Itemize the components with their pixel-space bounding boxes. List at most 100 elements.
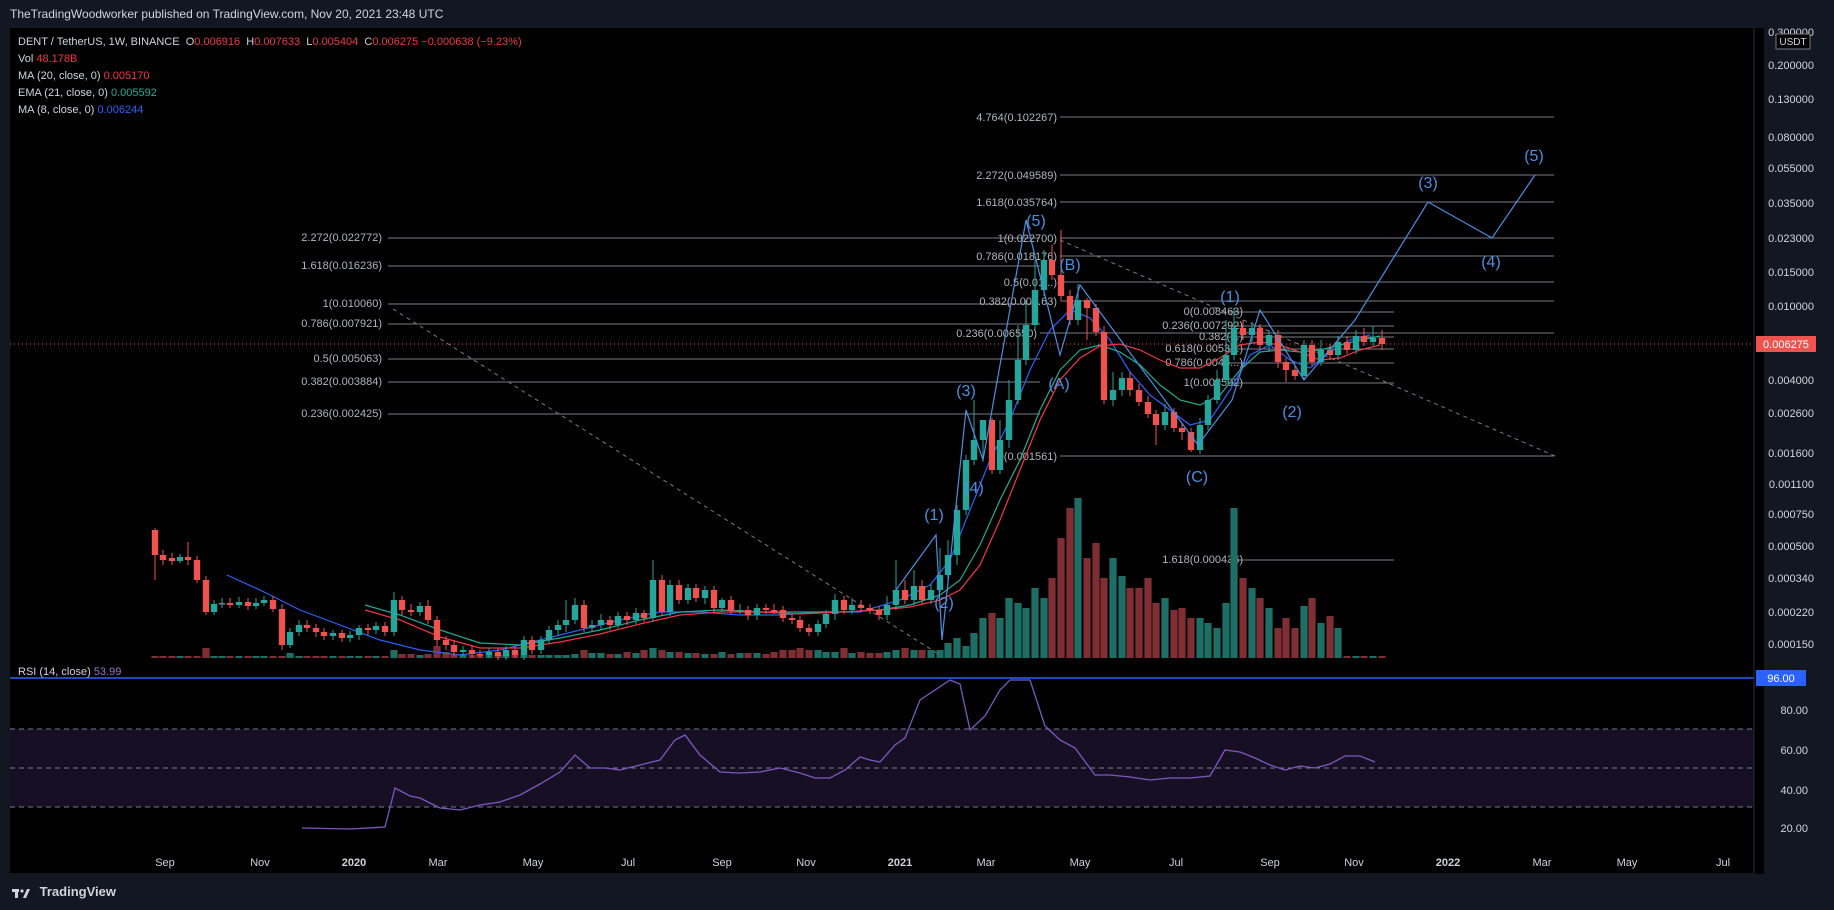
volume-bar xyxy=(407,654,415,658)
time-axis-label: Mar xyxy=(977,857,996,869)
candle-body xyxy=(442,640,450,645)
volume-bar xyxy=(1135,588,1143,658)
candle-body xyxy=(1326,350,1334,355)
volume-bar xyxy=(1066,508,1074,658)
price-axis-label: 0.023000 xyxy=(1768,233,1814,245)
currency-box xyxy=(1775,33,1811,50)
publisher-bar: TheTradingWoodworker published on Tradin… xyxy=(0,0,1834,28)
candle-body xyxy=(476,654,484,656)
volume-bar xyxy=(588,653,596,658)
candle-body xyxy=(632,613,640,620)
wave-label: (3) xyxy=(1418,175,1438,192)
volume-bar xyxy=(953,638,961,658)
candle-body xyxy=(805,628,813,632)
price-axis-label: 0.010000 xyxy=(1768,301,1814,313)
legend-ema21-row[interactable]: EMA (21, close, 0) 0.005592 xyxy=(18,85,522,102)
time-axis-label: Jul xyxy=(621,857,635,869)
candle-body xyxy=(1178,428,1186,432)
candle-body xyxy=(1152,414,1160,425)
volume-bar xyxy=(260,656,268,658)
candle-body xyxy=(588,625,596,628)
fib-label: 0.382(0.003884) xyxy=(301,376,382,388)
candle-body xyxy=(269,600,277,609)
time-axis-label: Jul xyxy=(1716,857,1730,869)
volume-bar xyxy=(1152,603,1160,658)
volume-bar xyxy=(796,648,804,658)
volume-bar xyxy=(692,653,700,658)
volume-bar xyxy=(244,656,252,658)
vol-value: 48.178B xyxy=(36,53,78,65)
current-price-text: 0.006275 xyxy=(1763,339,1809,351)
volume-bar xyxy=(398,654,406,658)
tradingview-logo[interactable]: TradingView xyxy=(12,884,116,899)
volume-bar xyxy=(1291,628,1299,658)
price-axis-label: 0.000150 xyxy=(1768,639,1814,651)
candle-body xyxy=(244,602,252,606)
volume-bar xyxy=(979,618,987,658)
fib-label: 1(0.010060) xyxy=(323,298,382,310)
volume-bar xyxy=(822,652,830,658)
candle-body xyxy=(502,650,510,656)
brand-text: TradingView xyxy=(39,884,116,899)
candle-body xyxy=(866,608,874,610)
candle-body xyxy=(303,625,311,628)
volume-bar xyxy=(537,655,545,658)
ema21-line xyxy=(364,335,1381,646)
candle-body xyxy=(675,585,683,600)
volume-bar xyxy=(562,655,570,658)
ema21-value: 0.005592 xyxy=(110,87,157,99)
legend-ma20-row[interactable]: MA (20, close, 0) 0.005170 xyxy=(18,68,522,85)
candle-body xyxy=(1360,336,1368,342)
wave-label: (B) xyxy=(1059,257,1080,274)
candle-body xyxy=(944,555,952,575)
wave-label: (3) xyxy=(956,383,976,400)
volume-bar xyxy=(814,650,822,658)
currency-label: USDT xyxy=(1779,37,1806,48)
fib-label: 0.236(0.006550) xyxy=(956,328,1037,340)
candle-body xyxy=(927,590,935,600)
volume-bar xyxy=(235,656,243,658)
candle-body xyxy=(218,603,226,605)
wave-label: (5) xyxy=(1524,148,1544,165)
candle-body xyxy=(1126,378,1134,390)
rsi-axis-label: 40.00 xyxy=(1780,785,1808,797)
fib-label: 1.618(0.016236) xyxy=(301,260,382,272)
volume-bar xyxy=(962,646,970,658)
candle-body xyxy=(355,628,363,635)
candle-body xyxy=(520,640,528,655)
candle-body xyxy=(1291,370,1299,376)
ma20-value: 0.005170 xyxy=(103,70,150,82)
ohlc-change: −0.000638 (−9.23%) xyxy=(421,36,522,48)
chart-legend: DENT / TetherUS, 1W, BINANCE O0.006916 H… xyxy=(18,34,522,119)
candle-body xyxy=(1135,390,1143,402)
price-axis-label: 0.015000 xyxy=(1768,267,1814,279)
candle-body xyxy=(346,635,354,638)
volume-bar xyxy=(684,653,692,658)
ma8-value: 0.006244 xyxy=(97,104,144,116)
volume-bar xyxy=(364,656,372,658)
elliott-wave-labels: (1) (2) (3) (4) (5) (A) (B) (C) (1) (2) (3) (4) (5) xyxy=(924,148,1544,612)
legend-ma8-row[interactable]: MA (8, close, 0) 0.006244 xyxy=(18,102,522,119)
legend-vol-row[interactable]: Vol 48.178B xyxy=(18,51,522,68)
volume-bar xyxy=(883,652,891,658)
volume-bar xyxy=(718,652,726,658)
candle-body xyxy=(494,652,502,656)
candle-body xyxy=(511,650,519,655)
candle-body xyxy=(770,610,778,612)
volume-bar xyxy=(1343,656,1351,658)
volume-bars xyxy=(151,498,1386,658)
volume-bar xyxy=(1378,656,1386,658)
fib-label: 0.236(0.007292) xyxy=(1162,320,1243,332)
candle-body xyxy=(1204,400,1212,425)
candle-body xyxy=(936,575,944,590)
candle-body xyxy=(338,633,346,638)
candle-body xyxy=(252,603,260,606)
candle-body xyxy=(545,630,553,640)
ohlc-l: L0.005404 xyxy=(306,36,359,48)
volume-bar xyxy=(210,656,218,658)
candle-body xyxy=(1057,275,1065,296)
rsi-legend[interactable]: RSI (14, close) 53.99 xyxy=(18,666,121,678)
ohlc-h: H0.007633 xyxy=(246,36,301,48)
rsi-badge xyxy=(1756,670,1806,686)
